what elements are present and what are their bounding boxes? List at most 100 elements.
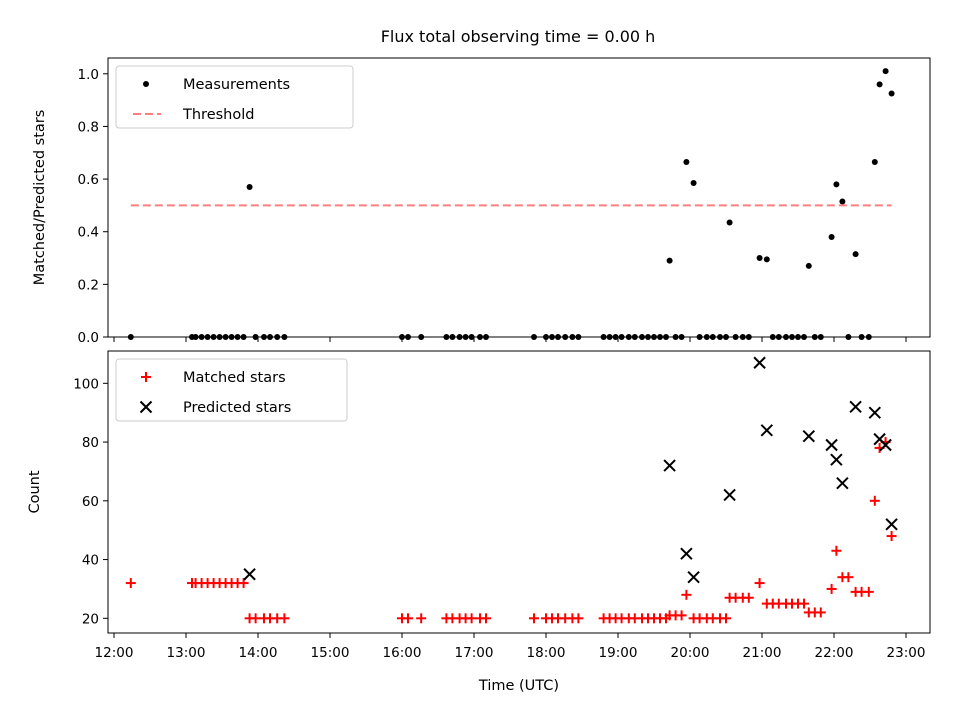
x-tick-label: 15:00 — [311, 645, 350, 661]
data-point — [843, 572, 854, 583]
x-stroke — [663, 459, 676, 472]
data-point — [839, 198, 846, 205]
data-point — [676, 610, 687, 621]
data-point — [871, 158, 878, 165]
data-point — [210, 334, 217, 340]
data-point — [222, 334, 229, 340]
x-tick-label: 16:00 — [383, 645, 422, 661]
data-point — [477, 334, 483, 340]
data-point — [882, 68, 889, 75]
legend-label: Predicted stars — [183, 400, 291, 416]
data-point — [672, 334, 679, 340]
data-point — [836, 476, 849, 490]
y-tick-label: 0.8 — [78, 119, 99, 135]
data-point — [483, 334, 489, 340]
data-point — [666, 257, 673, 264]
top-panel-flux-ratio: 0.0 0.2 0.4 0.6 0.8 1.0 Matched/Predicted star… — [32, 57, 931, 346]
data-point — [869, 495, 880, 506]
bottom-panel-star-counts: 20 40 60 80 100 12:00 13:00 14:00 15:00 16:00 17:0… — [27, 350, 931, 694]
data-point — [531, 334, 537, 340]
data-point — [680, 547, 693, 560]
data-point — [696, 334, 703, 340]
data-point — [858, 334, 865, 340]
x-stroke — [680, 547, 693, 560]
data-point — [769, 334, 776, 340]
data-point — [252, 334, 259, 340]
data-point — [663, 459, 676, 472]
x-stroke — [873, 432, 886, 446]
data-point — [801, 334, 807, 340]
x-stroke — [243, 568, 256, 581]
data-point — [240, 334, 247, 340]
data-point — [745, 334, 752, 340]
data-point — [795, 334, 801, 340]
data-point — [468, 334, 475, 340]
data-point — [606, 334, 613, 340]
data-point — [639, 334, 645, 340]
x-tick-label: 23:00 — [887, 645, 926, 661]
legend-label: Threshold — [182, 107, 254, 123]
data-point — [243, 568, 256, 581]
data-point — [549, 334, 555, 340]
y-tick-label: 0.6 — [78, 172, 99, 188]
data-point — [828, 233, 835, 240]
y-tick-label: 100 — [73, 376, 99, 392]
data-point — [815, 607, 826, 618]
x-stroke — [760, 424, 774, 437]
data-point — [416, 613, 427, 624]
series-matched-stars — [125, 437, 897, 624]
y-tick-label: 60 — [82, 494, 99, 510]
data-point — [573, 613, 584, 624]
data-point — [888, 90, 895, 97]
data-point — [267, 334, 273, 340]
data-point — [279, 613, 290, 624]
x-stroke — [802, 429, 816, 443]
legend-box — [115, 358, 348, 422]
x-stroke — [836, 476, 849, 490]
data-point — [805, 262, 812, 269]
x-tick-label: 18:00 — [527, 645, 566, 661]
data-point — [868, 406, 882, 419]
data-point — [228, 334, 235, 340]
data-point — [683, 158, 690, 165]
data-point — [600, 334, 607, 340]
y-tick-label: 80 — [82, 435, 99, 451]
data-point — [204, 334, 211, 340]
data-point — [886, 531, 897, 542]
data-point — [743, 592, 754, 603]
x-stroke — [868, 406, 882, 419]
data-point — [763, 256, 770, 263]
data-point — [783, 334, 789, 340]
data-point — [876, 81, 883, 88]
legend-entry: Predicted stars — [139, 400, 291, 416]
data-point — [403, 613, 413, 624]
x-axis-label: Time (UTC) — [478, 678, 559, 694]
data-point — [481, 613, 491, 624]
data-point — [831, 545, 842, 556]
legend-marker — [143, 81, 149, 87]
data-point — [238, 578, 249, 589]
data-point — [802, 429, 816, 443]
data-point — [543, 334, 549, 340]
data-point — [261, 334, 267, 340]
x-stroke — [885, 518, 898, 531]
data-point — [726, 219, 733, 226]
data-point — [645, 334, 651, 340]
data-point — [865, 334, 872, 340]
y-tick-label: 0.2 — [78, 277, 99, 293]
x-stroke — [825, 438, 838, 452]
y-tick-label: 0.0 — [78, 330, 99, 346]
data-point — [234, 334, 241, 340]
series-measurements — [127, 68, 895, 340]
data-point — [775, 334, 782, 340]
x-stroke — [687, 570, 700, 584]
series-predicted-stars — [243, 356, 898, 584]
data-point — [456, 334, 463, 340]
x-tick-label: 12:00 — [95, 645, 134, 661]
axes-frame — [107, 350, 931, 634]
data-point — [852, 251, 859, 258]
data-point — [405, 334, 411, 340]
legend-entry: Measurements — [143, 77, 290, 93]
x-stroke — [753, 356, 766, 369]
